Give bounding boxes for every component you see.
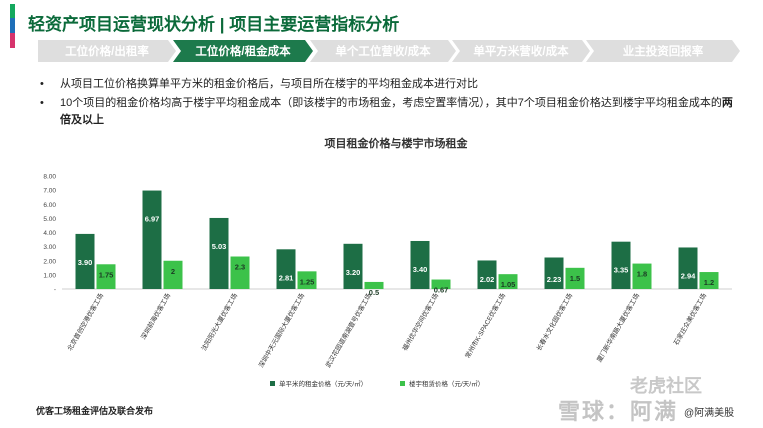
category-label: 北京首创空港优客工场 (65, 291, 106, 352)
legend-label: 单平米的租金价格（元/天/㎡） (279, 379, 367, 388)
bar-unit-rent (142, 190, 162, 289)
step-label: 业主投资回报率 (622, 46, 704, 58)
data-label: 2.23 (547, 275, 562, 284)
data-label: 2.02 (480, 275, 495, 284)
data-label: 3.40 (413, 265, 428, 274)
category-label: 厦门新华南路大厦优客工场 (594, 291, 641, 363)
bullet-item: • 从项目工位价格换算单平方米的租金价格后，与项目所在楼宇的平均租金成本进行对比 (40, 76, 740, 93)
category-label: 长春水文化园优客工场 (534, 291, 575, 352)
page-title: 轻资产项目运营现状分析 | 项目主要运营指标分析 (28, 15, 400, 34)
y-tick-label: 1.00 (43, 272, 56, 279)
bar-unit-rent (276, 249, 296, 289)
step-label: 工位价格/租金成本 (195, 46, 291, 58)
bar-building-rent (364, 281, 384, 289)
bar-unit-rent (209, 217, 229, 289)
bar-building-rent (297, 271, 317, 289)
step-tab-3[interactable]: 单个工位营收/成本 (310, 40, 456, 62)
accent-segment (10, 33, 15, 48)
category-label: 沈阳阳光大厦优客工场 (199, 291, 240, 352)
bullet-dot: • (40, 78, 44, 90)
bullet-dot: • (40, 97, 44, 109)
footer-source: 优客工场租金评估及联合发布 (36, 406, 154, 416)
data-label: 1.2 (704, 278, 714, 287)
data-label: 2 (171, 267, 175, 276)
step-label: 工位价格/出租率 (65, 46, 149, 58)
bullet-list: • 从项目工位价格换算单平方米的租金价格后，与项目所在楼宇的平均租金成本进行对比… (40, 76, 740, 131)
bar-unit-rent (678, 247, 698, 289)
bar-building-rent (230, 256, 250, 289)
chart-title: 项目租金价格与楼宇市场租金 (325, 136, 469, 150)
step-navigation: 工位价格/出租率 工位价格/租金成本 单个工位营收/成本 单平方米营收/成本 业… (38, 40, 740, 62)
y-tick-label: 5.00 (43, 216, 56, 223)
legend-swatch (270, 381, 275, 386)
bar-building-rent (632, 263, 652, 289)
watermark-xueqiu: 雪球：阿满 (558, 399, 679, 424)
category-label: 常州市K-SPACE优客工场 (463, 291, 508, 360)
category-label: 深圳前海优客工场 (138, 291, 172, 341)
bar-unit-rent (75, 233, 95, 289)
bar-unit-rent (343, 243, 363, 289)
bullet-item: • 10个项目的租金价格均高于楼宇平均租金成本（即该楼宇的市场租金，考虑空置率情… (40, 95, 740, 129)
bar-building-rent (431, 279, 451, 289)
y-tick-label: 3.00 (43, 244, 56, 251)
watermark-user: @阿满美股 (684, 408, 735, 419)
y-tick-label: 4.00 (43, 230, 56, 237)
step-tab-2[interactable]: 工位价格/租金成本 (173, 40, 313, 62)
data-label: 3.35 (614, 266, 629, 275)
data-label: 6.97 (145, 215, 160, 224)
y-tick-label: 6.00 (43, 202, 56, 209)
category-label: 深圳中天元国际大厦优客工场 (256, 291, 306, 369)
bar-building-rent (699, 272, 719, 289)
data-label: 0.5 (369, 288, 379, 297)
step-label: 单平方米营收/成本 (473, 46, 569, 58)
data-label: 1.25 (300, 277, 315, 286)
bar-building-rent (96, 264, 116, 289)
accent-segment (10, 4, 15, 18)
bar-building-rent (163, 260, 183, 289)
y-tick-label: 7.00 (43, 188, 56, 195)
data-label: 1.5 (570, 274, 580, 283)
bullet-text: 从项目工位价格换算单平方米的租金价格后，与项目所在楼宇的平均租金成本进行对比 (60, 78, 478, 90)
bar-building-rent (498, 274, 518, 289)
data-label: 2.94 (681, 271, 696, 280)
step-label: 单个工位营收/成本 (335, 46, 431, 58)
y-tick-label: 2.00 (43, 258, 56, 265)
bullet-emphasis: 两倍及以上 (60, 97, 733, 126)
accent-segment (10, 18, 15, 33)
data-label: 1.8 (637, 270, 647, 279)
data-label: 0.67 (434, 286, 449, 295)
bar-building-rent (565, 267, 585, 289)
y-tick-label: 8.00 (43, 174, 56, 181)
category-label: 石家庄众美优客工场 (671, 291, 708, 347)
data-label: 1.05 (501, 280, 516, 289)
y-tick-label: - (54, 287, 56, 294)
data-label: 2.3 (235, 263, 245, 272)
category-label: 福州优华空间优客工场 (400, 291, 441, 352)
bar-unit-rent (477, 260, 497, 289)
bar-unit-rent (611, 241, 631, 289)
legend-swatch (400, 381, 405, 386)
watermark-tiger: 老虎社区 (630, 376, 702, 396)
data-label: 3.20 (346, 268, 361, 277)
category-label: 武汉花园道南湖壹号优客工场 (323, 291, 373, 369)
bullet-text: 10个项目的租金价格均高于楼宇平均租金成本（即该楼宇的市场租金，考虑空置率情况）… (60, 97, 722, 109)
watermark: 老虎社区 雪球：阿满 @阿满美股 (558, 372, 758, 426)
bar-unit-rent (544, 257, 564, 289)
data-label: 5.03 (212, 242, 227, 251)
data-label: 1.75 (99, 270, 114, 279)
accent-bar (10, 4, 15, 48)
step-tab-4[interactable]: 单平方米营收/成本 (452, 40, 590, 62)
step-tab-5[interactable]: 业主投资回报率 (586, 40, 740, 62)
data-label: 2.81 (279, 273, 294, 282)
data-label: 3.90 (78, 258, 93, 267)
legend-label: 楼宇租赁价格（元/天/㎡） (409, 379, 484, 388)
step-tab-1[interactable]: 工位价格/出租率 (38, 40, 176, 62)
bar-unit-rent (410, 240, 430, 289)
